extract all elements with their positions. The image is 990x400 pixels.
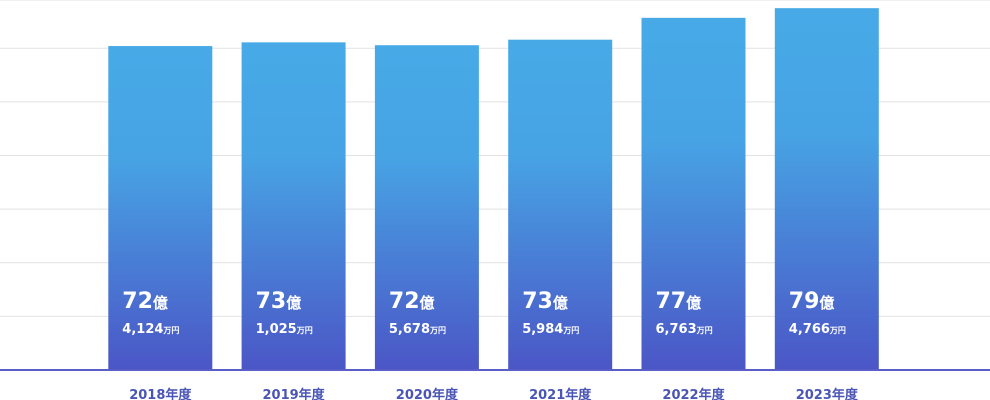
bar — [374, 45, 479, 370]
value-label-sub: 4,766万円 — [789, 322, 846, 337]
value-label-main: 79億 — [789, 289, 835, 314]
value-label: 73億 1,025万円 — [256, 289, 313, 337]
x-tick-label: 2021年度 — [529, 387, 592, 400]
x-tick-label: 2022年度 — [662, 387, 725, 400]
x-tick-label: 2023年度 — [796, 387, 859, 400]
value-label-main: 72億 — [389, 289, 435, 314]
value-label-main: 73億 — [256, 289, 302, 314]
bar — [508, 39, 613, 371]
value-label: 77億 6,763万円 — [656, 289, 713, 337]
x-tick-label: 2018年度 — [129, 387, 192, 400]
value-label: 72億 4,124万円 — [122, 289, 179, 337]
value-label: 79億 4,766万円 — [789, 289, 846, 337]
x-tick-label: 2020年度 — [396, 387, 459, 400]
value-label-main: 73億 — [522, 289, 568, 314]
value-label: 72億 5,678万円 — [389, 289, 446, 337]
bar — [641, 17, 746, 370]
value-label: 73億 5,984万円 — [522, 289, 579, 337]
value-label-sub: 4,124万円 — [122, 322, 179, 337]
bar — [774, 8, 879, 371]
bar — [108, 46, 213, 371]
bar — [241, 42, 346, 371]
value-label-sub: 1,025万円 — [256, 322, 313, 337]
value-label-sub: 5,678万円 — [389, 322, 446, 337]
value-label-main: 77億 — [656, 289, 702, 314]
value-label-sub: 6,763万円 — [656, 322, 713, 337]
x-tick-label: 2019年度 — [263, 387, 326, 400]
value-label-sub: 5,984万円 — [522, 322, 579, 337]
value-label-main: 72億 — [122, 289, 168, 314]
